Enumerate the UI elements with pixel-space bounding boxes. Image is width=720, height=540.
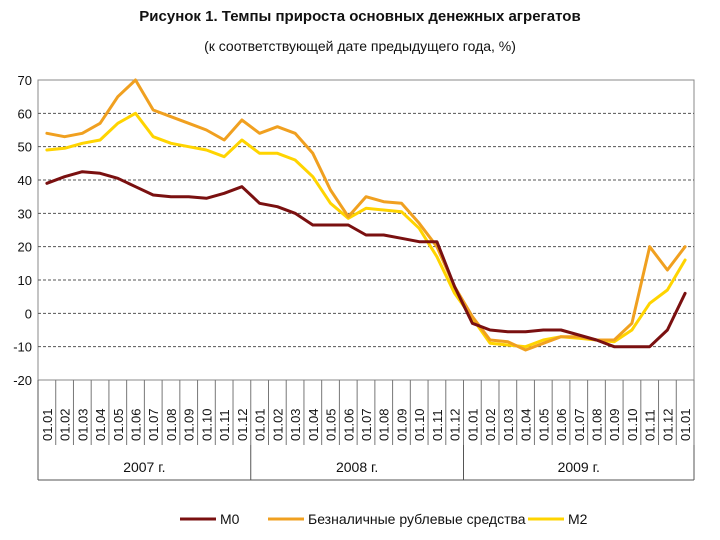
legend: M0 Безналичные рублевые средства M2 — [180, 511, 588, 527]
y-tick-label: 20 — [18, 240, 32, 255]
x-tick-label: 01.07 — [359, 408, 374, 441]
x-tick-label: 01.04 — [306, 408, 321, 441]
series-line-1 — [45, 78, 687, 352]
x-tick-label: 01.07 — [572, 408, 587, 441]
x-tick-label: 01.06 — [341, 408, 356, 441]
legend-label: M2 — [568, 511, 588, 527]
y-tick-label: -20 — [13, 373, 32, 388]
plot-area — [37, 79, 695, 381]
x-tick-label: 01.09 — [394, 408, 409, 441]
x-tick-label: 01.12 — [448, 408, 463, 441]
year-label: 2008 г. — [336, 459, 378, 475]
y-tick-label: -10 — [13, 340, 32, 355]
y-axis: -20 -10 0 10 20 30 40 50 60 70 — [13, 73, 32, 388]
x-tick-label: 01.10 — [412, 408, 427, 441]
y-tick-label: 70 — [18, 73, 32, 88]
x-tick-label: 01.10 — [199, 408, 214, 441]
legend-label: Безналичные рублевые средства — [308, 511, 526, 527]
year-label: 2007 г. — [123, 459, 165, 475]
x-tick-label: 01.02 — [58, 408, 73, 441]
x-tick-label: 01.07 — [146, 408, 161, 441]
chart-subtitle: (к соответствующей дате предыдущего года… — [204, 38, 516, 54]
x-tick-label: 01.01 — [40, 408, 55, 441]
x-tick-label: 01.11 — [217, 409, 232, 441]
y-tick-label: 60 — [18, 106, 32, 121]
x-tick-label: 01.05 — [111, 408, 126, 441]
series-line-2 — [45, 111, 687, 349]
chart-title: Рисунок 1. Темпы прироста основных денеж… — [139, 8, 581, 25]
x-tick-label: 01.03 — [288, 408, 303, 441]
x-tick-label: 01.04 — [93, 408, 108, 441]
x-tick-label: 01.01 — [678, 408, 693, 441]
y-tick-label: 30 — [18, 206, 32, 221]
x-tick-label: 01.05 — [324, 408, 339, 441]
x-tick-label: 01.12 — [235, 408, 250, 441]
x-axis: 01.01 01.02 01.03 01.04 01.05 01.06 01.07 01.08… — [37, 380, 695, 481]
x-tick-label: 01.03 — [501, 408, 516, 441]
grid-lines — [38, 112, 694, 348]
x-tick-label: 01.09 — [607, 408, 622, 441]
x-tick-label: 01.03 — [75, 408, 90, 441]
year-label: 2009 г. — [558, 459, 600, 475]
x-tick-label: 01.02 — [270, 408, 285, 441]
y-tick-label: 50 — [18, 140, 32, 155]
x-tick-label: 01.04 — [519, 408, 534, 441]
y-tick-label: 0 — [25, 306, 32, 321]
x-tick-label: 01.06 — [129, 408, 144, 441]
x-tick-label: 01.09 — [182, 408, 197, 441]
y-tick-label: 10 — [18, 273, 32, 288]
x-tick-label: 01.08 — [164, 408, 179, 441]
x-tick-label: 01.06 — [554, 408, 569, 441]
y-tick-label: 40 — [18, 173, 32, 188]
x-tick-label: 01.01 — [465, 408, 480, 441]
series-line-0 — [45, 170, 687, 349]
x-tick-label: 01.12 — [660, 408, 675, 441]
x-tick-label: 01.10 — [625, 408, 640, 441]
legend-label: M0 — [220, 511, 240, 527]
x-tick-label: 01.02 — [483, 408, 498, 441]
x-tick-label: 01.11 — [643, 409, 658, 441]
x-tick-label: 01.08 — [589, 408, 604, 441]
x-tick-label: 01.05 — [536, 408, 551, 441]
x-tick-label: 01.08 — [377, 408, 392, 441]
x-tick-label: 01.11 — [430, 409, 445, 441]
x-tick-label: 01.01 — [253, 408, 268, 441]
series-group — [45, 78, 687, 352]
